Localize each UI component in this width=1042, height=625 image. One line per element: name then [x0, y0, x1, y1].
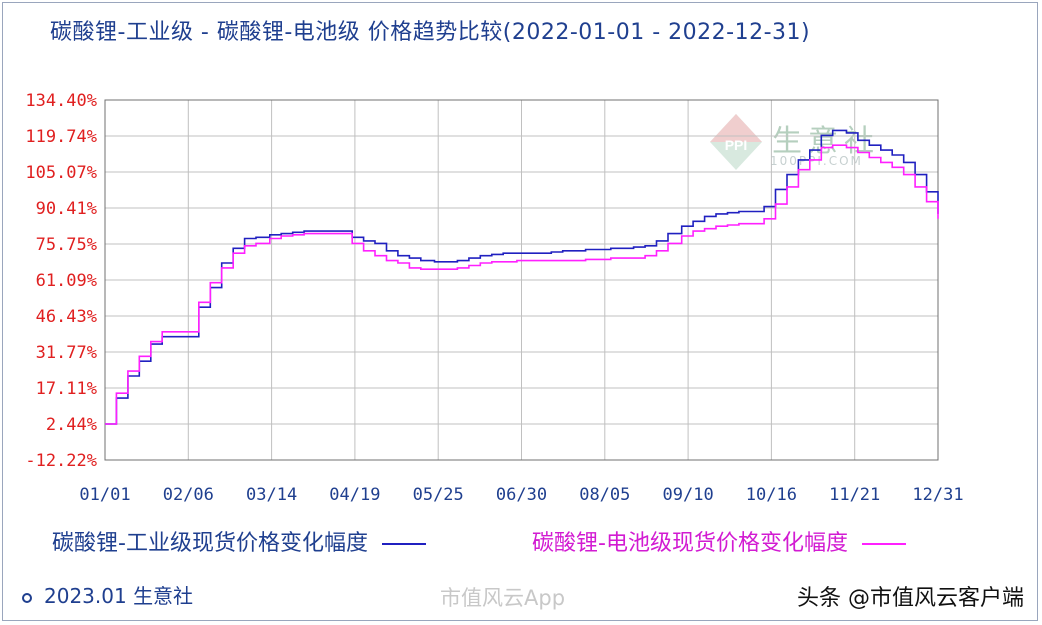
x-axis-ticks: 01/01 02/06 03/14 04/19 05/25 06/30 08/05 09/10… — [79, 485, 963, 505]
y-axis-ticks: 134.40% 119.74% 105.07% 90.41% 75.75% 61.09% 4… — [25, 91, 97, 471]
logo-mark-icon: PPI — [710, 114, 762, 170]
chart-title: 碳酸锂-工业级 - 碳酸锂-电池级 价格趋势比较(2022-01-01 - 20… — [50, 20, 811, 45]
footer-attribution: 头条 @市值风云客户端 — [797, 586, 1024, 611]
y-tick-label: 17.11% — [36, 379, 97, 399]
copyright-icon — [22, 592, 32, 603]
svg-text:PPI: PPI — [725, 137, 748, 153]
y-tick-label: 105.07% — [25, 163, 97, 183]
watermark-app: 市值风云App — [440, 586, 566, 610]
x-tick-label: 06/30 — [496, 485, 547, 505]
legend-swatch-industrial — [381, 543, 426, 545]
logo: PPI 生意社 100PPI.COM — [706, 112, 906, 172]
legend-label-industrial: 碳酸锂-工业级现货价格变化幅度 — [52, 531, 368, 556]
y-tick-label: 134.40% — [25, 91, 97, 111]
y-tick-label: 90.41% — [36, 199, 97, 219]
y-tick-label: 75.75% — [36, 235, 97, 255]
y-tick-label: -12.22% — [25, 451, 97, 471]
chart-grid — [105, 100, 938, 460]
legend-item-industrial: 碳酸锂-工业级现货价格变化幅度 — [52, 525, 426, 557]
y-tick-label: 119.74% — [25, 127, 97, 147]
legend-swatch-battery — [861, 543, 906, 545]
y-tick-label: 2.44% — [46, 415, 97, 435]
y-tick-label: 46.43% — [36, 307, 97, 327]
series-line-battery — [105, 144, 939, 425]
logo-text: 生意社 — [772, 124, 880, 159]
plot-area — [104, 99, 939, 461]
x-tick-label: 04/19 — [329, 485, 380, 505]
footer-source: 2023.01 生意社 — [22, 580, 193, 609]
x-tick-label: 11/21 — [829, 485, 880, 505]
x-tick-label: 01/01 — [79, 485, 130, 505]
x-tick-label: 10/16 — [746, 485, 797, 505]
x-tick-label: 09/10 — [663, 485, 714, 505]
footer-source-text: 2023.01 生意社 — [44, 584, 194, 608]
logo-subtext: 100PPI.COM — [770, 154, 863, 168]
y-tick-label: 31.77% — [36, 343, 97, 363]
legend-label-battery: 碳酸锂-电池级现货价格变化幅度 — [532, 531, 848, 556]
x-tick-label: 12/31 — [912, 485, 963, 505]
series-lines — [105, 129, 939, 425]
series-line-industrial — [105, 129, 939, 425]
y-tick-label: 61.09% — [36, 271, 97, 291]
x-tick-label: 08/05 — [579, 485, 630, 505]
legend-item-battery: 碳酸锂-电池级现货价格变化幅度 — [532, 525, 906, 557]
x-tick-label: 03/14 — [246, 485, 297, 505]
x-tick-label: 02/06 — [163, 485, 214, 505]
x-tick-label: 05/25 — [413, 485, 464, 505]
